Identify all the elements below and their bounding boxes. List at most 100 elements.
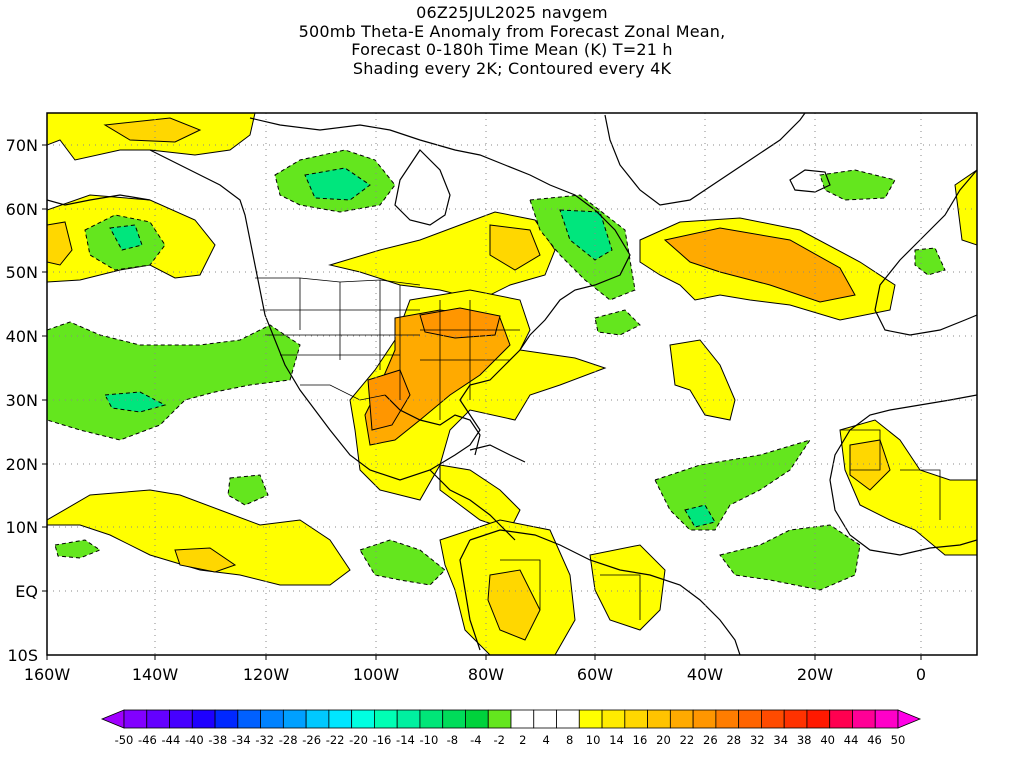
colorbar-box <box>123 709 148 729</box>
lon-label-60w: 60W <box>577 665 613 684</box>
colorbar-box <box>761 709 785 729</box>
title-line-4: Shading every 2K; Contoured every 4K <box>352 58 672 78</box>
coast-iceland <box>789 169 831 193</box>
lon-label-40w: 40W <box>687 665 723 684</box>
colorbar-tick-label: -34 <box>232 733 251 747</box>
colorbar-box <box>465 709 489 729</box>
pos-region-south-america-core <box>487 569 541 641</box>
lon-label-160w: 160W <box>24 665 71 684</box>
pos-region-west-africa <box>839 419 977 556</box>
neg-region-east-pacific-core <box>104 391 167 413</box>
colorbar-box <box>692 709 717 729</box>
colorbar-tick-label: 50 <box>891 733 906 747</box>
neg-region-labrador-core <box>559 209 613 261</box>
colorbar-box <box>556 709 580 729</box>
colorbar-tick-label: -22 <box>326 733 345 747</box>
colorbar-tick-label: -38 <box>208 733 227 747</box>
colorbar-tick-label: 40 <box>820 733 835 747</box>
colorbar-tick-label: -10 <box>420 733 439 747</box>
colorbar-box <box>282 709 307 729</box>
colorbar-box <box>601 709 626 729</box>
colorbar-box <box>874 709 899 729</box>
coast-africa <box>829 394 977 556</box>
coast-alaska <box>47 194 151 206</box>
title-line-1: 06Z25JUL2025 navgem <box>416 3 608 22</box>
colorbar-box <box>169 709 193 729</box>
coast-gulf-mexico <box>384 394 481 456</box>
colorbar-tick-label: -40 <box>185 733 204 747</box>
colorbar-box <box>852 709 876 729</box>
neg-region-n-atlantic-small <box>819 169 896 201</box>
colorbar-box <box>305 709 330 729</box>
colorbar-arrow-max <box>897 709 922 729</box>
colorbar-box <box>715 709 740 729</box>
title-line-3: Forecast 0-180h Time Mean (K) T=21 h <box>351 40 673 59</box>
colorbar-tick-label: 8 <box>566 733 573 747</box>
colorbar-box <box>669 709 694 729</box>
neg-region-scandinavia <box>914 247 946 276</box>
colorbar-tick-label: 44 <box>844 733 859 747</box>
lat-label-20n: 20N <box>6 455 38 474</box>
coast-central-america <box>429 469 516 541</box>
pos-region-gulf-alaska-core <box>47 221 73 266</box>
colorbar-tick-label: 4 <box>543 733 550 747</box>
colorbar-arrow-min <box>100 709 125 729</box>
neg-region-east-tropical <box>54 539 102 559</box>
coast-greenland <box>604 113 806 206</box>
colorbar-tick-label: 26 <box>703 733 718 747</box>
colorbar-box <box>351 709 375 729</box>
colorbar-box <box>510 709 535 729</box>
colorbar-box <box>374 709 398 729</box>
colorbar-box <box>260 709 284 729</box>
colorbar-tick-label: 16 <box>633 733 648 747</box>
colorbar-tick-label: 14 <box>609 733 624 747</box>
colorbar-tick-label: -14 <box>396 733 415 747</box>
map-frame <box>46 112 978 656</box>
pos-region-brazil <box>589 544 666 631</box>
colorbar-tick-label: 20 <box>656 733 671 747</box>
pos-region-n-atlantic-core <box>663 227 856 303</box>
colorbar-box <box>442 709 466 729</box>
colorbar-tick-label: -2 <box>494 733 505 747</box>
colorbar-tick-label: -16 <box>373 733 392 747</box>
colorbar-tick-label: 28 <box>726 733 741 747</box>
neg-region-eq-atlantic <box>719 524 861 591</box>
colorbar-tick-label: -44 <box>162 733 181 747</box>
colorbar-box <box>533 709 557 729</box>
coast-cuba <box>469 444 526 463</box>
pos-region-canada-core <box>489 224 541 271</box>
lat-label-10n: 10N <box>6 518 38 537</box>
colorbar-tick-label: -46 <box>138 733 157 747</box>
lat-label-eq: EQ <box>15 582 38 601</box>
colorbar-box <box>624 709 648 729</box>
colorbar-tick-label: -26 <box>302 733 321 747</box>
colorbar-tick-label: 34 <box>773 733 788 747</box>
lat-label-60n: 60N <box>6 200 38 219</box>
colorbar-tick-label: -4 <box>470 733 481 747</box>
colorbar-tick-label: 22 <box>680 733 695 747</box>
coast-south-america <box>469 529 741 655</box>
colorbar-tick-label: 38 <box>797 733 812 747</box>
lat-axis-labels: 70N 60N 50N 40N 30N 20N 10N EQ 10S <box>6 136 38 665</box>
neg-region-caribbean <box>359 539 446 586</box>
colorbar-tick-label: -32 <box>255 733 274 747</box>
pos-region-tropical-pacific <box>47 489 351 586</box>
colorbar-box <box>829 709 853 729</box>
map-title: 06Z25JUL2025 navgem 500mb Theta-E Anomal… <box>0 3 1024 78</box>
colorbar-tick-label: -28 <box>279 733 298 747</box>
colorbar-box <box>578 709 603 729</box>
lon-label-0: 0 <box>916 665 926 684</box>
neg-region-iberia <box>594 309 641 336</box>
colorbar-tick-label: 32 <box>750 733 765 747</box>
colorbar-box <box>214 709 239 729</box>
lat-label-50n: 50N <box>6 263 38 282</box>
colorbar-tick-label: 2 <box>519 733 526 747</box>
colorbar-box <box>738 709 762 729</box>
colorbar-box <box>487 709 512 729</box>
colorbar-box <box>146 709 170 729</box>
political-borders <box>255 277 941 620</box>
colorbar-labels: -50 -46 -44 -40 -38 -34 -32 -28 -26 -22 -20 -16 -14-… <box>115 733 906 747</box>
pos-region-nw-pacific-core <box>103 117 202 143</box>
neg-region-tropical-atlantic-core <box>684 504 716 528</box>
